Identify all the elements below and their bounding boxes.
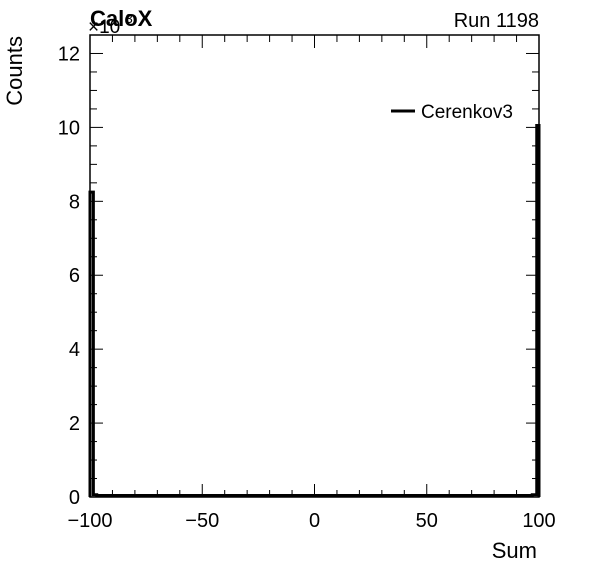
y-tick-label: 2	[69, 413, 80, 435]
y-multiplier-base: ×10	[88, 17, 120, 38]
histogram-series	[88, 124, 541, 498]
legend-entry-cerenkov3: Cerenkov3	[421, 102, 513, 123]
x-tick-label: −50	[185, 510, 219, 532]
experiment-label: CaloX	[90, 6, 153, 31]
x-tick-label: −100	[67, 510, 112, 532]
y-tick-label: 8	[69, 191, 80, 213]
x-axis-tick-labels: −100 −50 0 50 100	[67, 510, 555, 532]
y-tick-label: 10	[58, 117, 80, 139]
legend: Cerenkov3	[391, 102, 513, 123]
y-tick-label: 4	[69, 339, 80, 361]
run-label: Run 1198	[454, 10, 539, 32]
y-axis-tick-labels: 0 2 4 6 8 10 12	[58, 43, 80, 509]
y-tick-label: 0	[69, 487, 80, 509]
x-axis-label: Sum	[492, 538, 537, 563]
y-tick-label: 6	[69, 265, 80, 287]
y-tick-label: 12	[58, 43, 80, 65]
x-tick-label: 50	[416, 510, 438, 532]
x-tick-label: 100	[522, 510, 555, 532]
histogram-line-cerenkov3	[88, 124, 541, 498]
y-multiplier-label: ×10 3	[88, 11, 133, 38]
y-multiplier-exponent: 3	[126, 11, 133, 26]
x-tick-label: 0	[309, 510, 320, 532]
y-axis-label: Counts	[2, 36, 27, 106]
